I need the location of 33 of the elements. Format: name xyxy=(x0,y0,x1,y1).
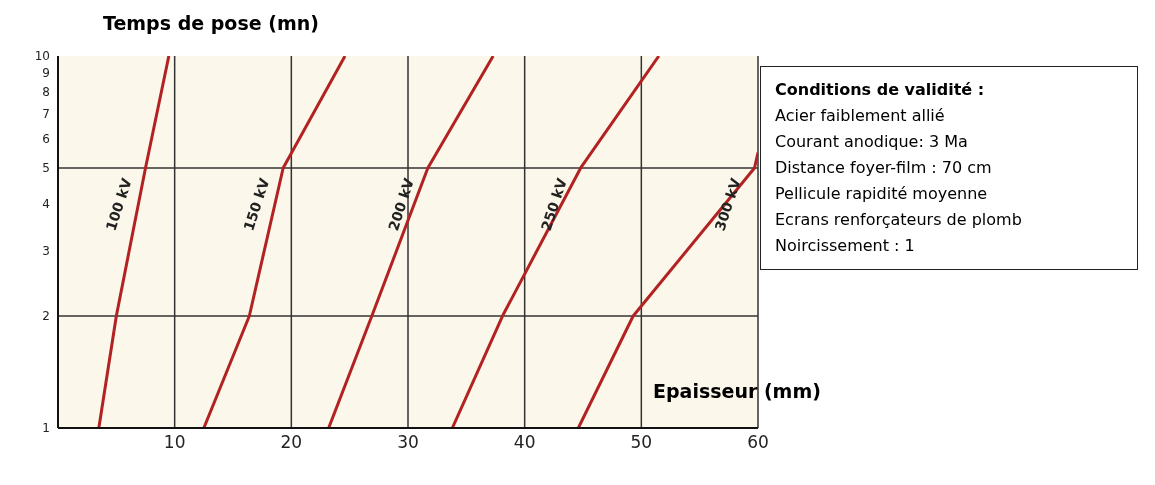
text: Acier faiblement allié xyxy=(775,105,946,127)
y-tick-label: 6 xyxy=(42,131,50,146)
text: 100 kV xyxy=(102,176,135,233)
text: Conditions de validité : xyxy=(775,79,986,101)
text: 300 kV xyxy=(711,176,744,233)
text: Courant anodique: 3 Ma xyxy=(775,131,969,153)
x-tick-label: 20 xyxy=(280,432,303,453)
y-tick-label: 9 xyxy=(42,66,50,81)
text: Ecrans renforçateurs de plomb xyxy=(775,209,1023,231)
text: Noircissement : 1 xyxy=(775,235,916,257)
x-tick-label: 30 xyxy=(397,432,419,453)
line-series xyxy=(576,151,758,428)
text: Pellicule rapidité moyenne xyxy=(775,183,989,205)
x-tick-label: 40 xyxy=(513,432,536,453)
x-tick-label: 50 xyxy=(630,432,653,453)
y-tick-label: 3 xyxy=(42,243,50,258)
y-tick-label: 7 xyxy=(42,106,50,121)
line-series xyxy=(327,56,495,428)
line-series xyxy=(97,56,171,428)
text: Distance foyer-film : 70 cm xyxy=(775,157,993,179)
y-tick-label: 1 xyxy=(42,421,50,436)
y-tick-label: 4 xyxy=(42,197,50,212)
y-tick-label: 5 xyxy=(42,161,50,176)
y-axis-title: Temps de pose (mn) xyxy=(103,12,319,34)
line-series xyxy=(202,56,347,428)
x-tick-label: 10 xyxy=(163,432,186,453)
x-tick-label: 60 xyxy=(747,432,769,453)
y-tick-label: 8 xyxy=(42,85,50,100)
y-tick-label: 2 xyxy=(42,309,50,324)
y-tick-label: 10 xyxy=(34,49,50,64)
text: 250 kV xyxy=(537,176,570,233)
text: 200 kV xyxy=(385,176,418,233)
text: 150 kV xyxy=(240,176,273,233)
